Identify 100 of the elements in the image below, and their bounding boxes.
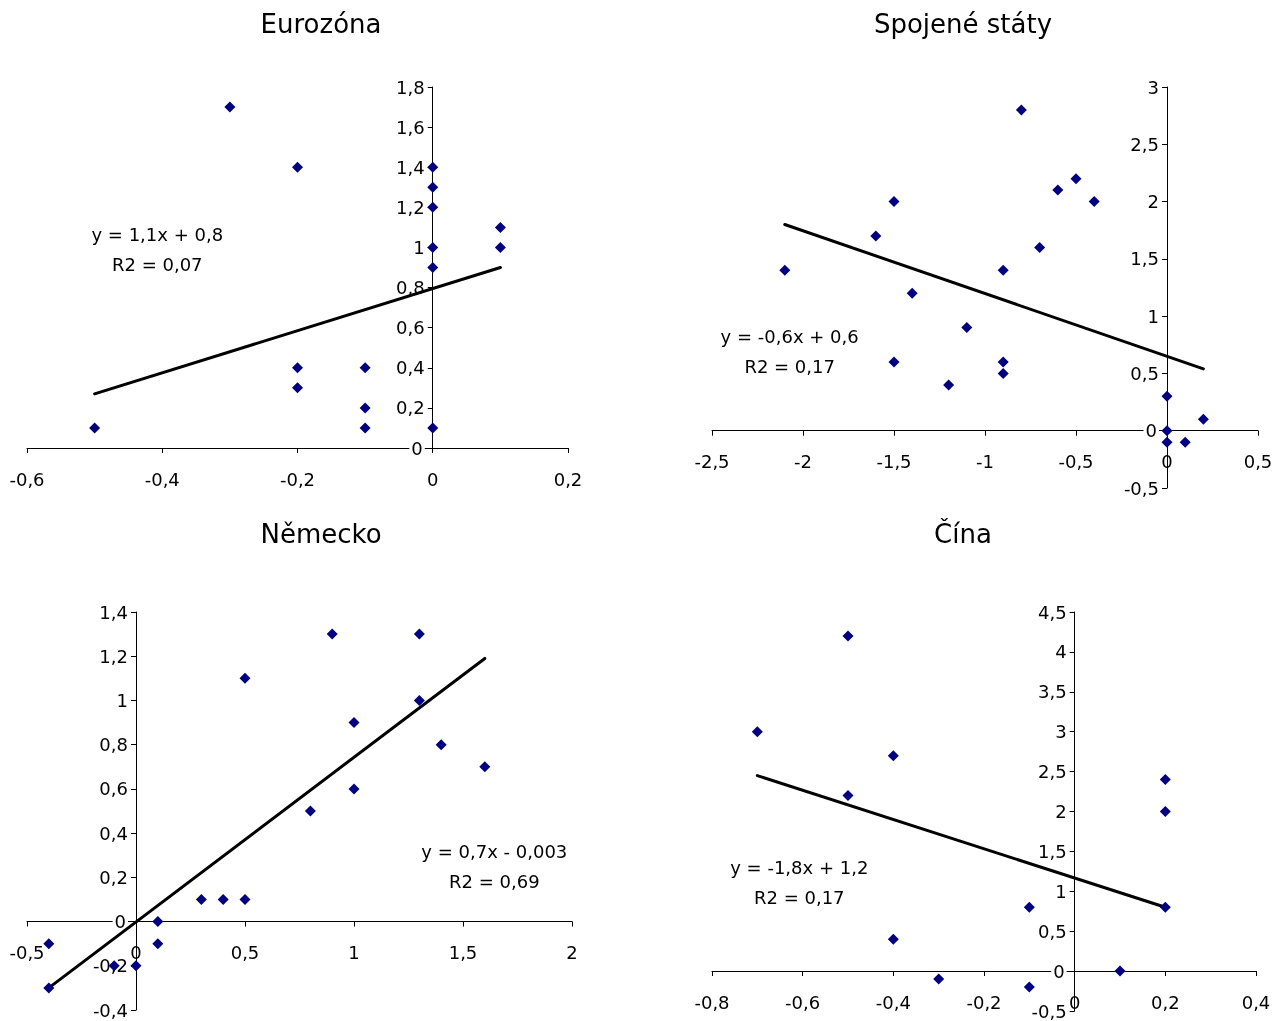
point (427, 201, 439, 213)
y-tick-label: 0,4 (99, 822, 128, 844)
point (494, 241, 506, 253)
y-tick-label: 0 (1053, 960, 1065, 982)
point (1023, 901, 1035, 913)
point (870, 230, 882, 242)
point (1179, 436, 1191, 448)
y-tick-label: 3 (1147, 76, 1159, 98)
point (1161, 390, 1173, 402)
point (479, 761, 491, 773)
point (1161, 436, 1173, 448)
x-tick-label: 1 (348, 942, 360, 964)
point (348, 717, 360, 729)
point (239, 672, 251, 684)
y-tick-label: 1,8 (396, 76, 425, 98)
point (348, 783, 360, 795)
point (427, 262, 439, 273)
point (359, 402, 371, 414)
point (1015, 104, 1027, 116)
y-tick-label: 2,5 (1038, 761, 1067, 783)
point (997, 367, 1009, 379)
point (195, 893, 207, 905)
point (779, 264, 791, 276)
point (842, 630, 854, 642)
annotation: y = 0,7x - 0,003 (421, 841, 568, 863)
chart-title: Německo (260, 519, 382, 549)
point (997, 264, 1009, 276)
annotation: y = -0,6x + 0,6 (720, 326, 859, 348)
y-tick-label: 2 (1147, 191, 1159, 213)
point (152, 916, 164, 928)
point (888, 196, 900, 208)
chart-title: Spojené státy (873, 9, 1053, 39)
y-tick-label: 1 (116, 689, 128, 711)
y-tick-label: 4,5 (1038, 601, 1067, 623)
point (1070, 173, 1082, 185)
x-tick-label: 2 (566, 942, 578, 964)
y-tick-label: 0,6 (396, 317, 425, 339)
y-tick-label: 1,2 (396, 196, 425, 218)
point (1159, 901, 1171, 913)
point (906, 287, 918, 299)
x-tick-label: -0,5 (9, 942, 45, 964)
x-tick-label: -2,5 (694, 451, 730, 473)
point (224, 101, 236, 113)
y-tick-label: 1,4 (99, 601, 128, 623)
point (1023, 981, 1035, 993)
annotation: R2 = 0,07 (112, 254, 203, 276)
annotation: y = -1,8x + 1,2 (730, 856, 869, 878)
point (292, 382, 303, 394)
annotation: R2 = 0,69 (449, 871, 540, 893)
point (152, 938, 164, 950)
point (427, 241, 439, 253)
x-tick-label: -0,4 (875, 991, 911, 1013)
y-tick-label: 3 (1055, 721, 1067, 743)
y-tick-label: 0,8 (99, 734, 128, 756)
x-tick-label: -1,5 (876, 451, 912, 473)
x-tick-label: -0,2 (279, 468, 316, 490)
point (1159, 774, 1171, 786)
point (304, 805, 316, 817)
x-tick-label: 0,5 (230, 942, 260, 964)
x-tick-label: -0,6 (785, 991, 821, 1013)
point (359, 362, 371, 374)
y-tick-label: 1,5 (1130, 248, 1159, 270)
x-tick-label: 0 (427, 468, 439, 490)
y-tick-label: 0 (114, 911, 126, 933)
x-tick-label: -2 (794, 451, 812, 473)
y-tick-label: 0,6 (99, 778, 128, 800)
point (130, 960, 142, 972)
annotation: R2 = 0,17 (744, 356, 835, 378)
annotation: R2 = 0,17 (754, 886, 845, 908)
y-tick-label: 1,2 (99, 645, 128, 667)
point (943, 379, 955, 391)
annotation: y = 1,1x + 0,8 (91, 224, 224, 246)
point (292, 362, 303, 374)
y-tick-label: 2 (1055, 801, 1067, 822)
point (217, 893, 229, 905)
point (1159, 806, 1171, 817)
x-tick-label: 0,5 (1243, 451, 1273, 473)
y-tick-label: 3,5 (1038, 681, 1067, 703)
chart-title: Eurozóna (260, 9, 382, 39)
x-tick-label: 0,4 (1241, 991, 1271, 1013)
point (1197, 413, 1209, 425)
point (292, 161, 303, 173)
point (413, 694, 425, 706)
point (933, 973, 945, 985)
y-tick-label: 0,2 (396, 397, 425, 419)
point (427, 181, 439, 193)
point (413, 628, 425, 640)
point (494, 221, 506, 233)
point (89, 422, 101, 434)
point (887, 750, 899, 762)
point (1161, 425, 1173, 437)
point (427, 161, 439, 173)
y-tick-label: 1 (1147, 305, 1159, 327)
y-tick-label: 1,5 (1038, 840, 1067, 862)
point (1088, 196, 1100, 208)
point (427, 422, 439, 434)
point (435, 739, 447, 751)
y-tick-label: 1,4 (396, 156, 425, 178)
point (751, 726, 763, 738)
point (1034, 241, 1046, 253)
